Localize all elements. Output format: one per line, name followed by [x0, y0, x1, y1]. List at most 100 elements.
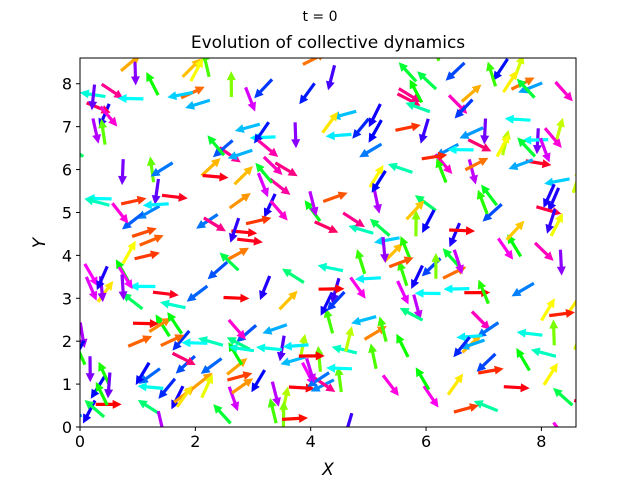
velocity-arrow	[460, 84, 482, 103]
velocity-arrow	[263, 193, 277, 218]
x-tick-label: 6	[421, 432, 431, 451]
velocity-arrow	[84, 276, 98, 301]
velocity-arrow	[228, 343, 255, 353]
velocity-arrow	[269, 177, 291, 195]
velocity-arrow	[398, 62, 418, 83]
velocity-arrow	[573, 341, 576, 351]
velocity-arrow	[298, 351, 325, 361]
y-axis-ticks: 0 1 2 3 4 5 6 7 8	[62, 75, 80, 437]
velocity-arrow	[321, 111, 338, 134]
velocity-arrow	[171, 385, 185, 410]
velocity-arrow	[381, 374, 399, 396]
velocity-arrow	[348, 224, 374, 235]
velocity-arrow	[142, 200, 169, 210]
velocity-arrow	[186, 284, 209, 302]
velocity-arrow	[417, 71, 438, 91]
velocity-arrow	[412, 294, 423, 320]
velocity-arrow	[446, 373, 464, 396]
velocity-arrow	[554, 117, 565, 144]
velocity-arrow	[274, 161, 298, 177]
velocity-arrow	[436, 58, 441, 62]
velocity-arrow	[545, 208, 557, 234]
velocity-arrow	[325, 131, 352, 141]
velocity-arrow	[158, 377, 177, 399]
velocity-arrow	[146, 156, 156, 183]
velocity-arrow	[282, 268, 305, 284]
velocity-arrow	[257, 139, 279, 157]
velocity-arrow	[167, 312, 183, 335]
chart-title: Evolution of collective dynamics	[191, 33, 465, 53]
velocity-arrow	[305, 357, 316, 384]
velocity-arrow	[227, 386, 240, 412]
velocity-arrow	[314, 345, 324, 372]
velocity-arrow	[396, 333, 410, 358]
axes-frame	[79, 57, 577, 428]
velocity-arrow	[549, 309, 575, 318]
velocity-arrow	[553, 387, 574, 407]
velocity-arrow	[517, 137, 537, 158]
y-tick-label: 8	[62, 75, 72, 94]
velocity-arrow	[227, 318, 246, 340]
x-tick-label: 2	[190, 432, 200, 451]
velocity-arrow	[104, 372, 114, 399]
velocity-arrow	[181, 338, 208, 348]
velocity-arrow	[269, 200, 288, 221]
velocity-arrow	[223, 293, 250, 303]
velocity-arrow	[99, 105, 118, 127]
y-tick-label: 3	[62, 289, 72, 308]
plot-area	[79, 57, 577, 428]
velocity-arrow	[137, 399, 161, 416]
y-tick-label: 6	[62, 161, 72, 180]
x-axis-label: X	[321, 460, 334, 480]
y-tick-label: 2	[62, 332, 72, 351]
velocity-arrow	[399, 236, 412, 261]
velocity-arrow	[267, 398, 278, 424]
velocity-arrow	[459, 126, 484, 139]
velocity-arrow	[132, 319, 159, 329]
velocity-arrow	[282, 413, 308, 423]
velocity-arrow	[259, 275, 272, 301]
velocity-arrow	[198, 336, 224, 347]
velocity-arrow	[476, 352, 497, 372]
velocity-arrow	[152, 289, 179, 299]
velocity-arrow	[502, 70, 518, 93]
velocity-arrow	[323, 308, 335, 334]
velocity-arrow	[391, 426, 395, 427]
velocity-arrow	[486, 61, 498, 87]
velocity-arrow	[454, 98, 474, 119]
velocity-arrow	[233, 166, 253, 186]
velocity-arrow	[314, 220, 339, 233]
velocity-arrow	[504, 114, 531, 124]
velocity-arrow	[326, 363, 353, 373]
velocity-arrow	[150, 161, 174, 177]
velocity-arrow	[476, 321, 500, 338]
velocity-arrow	[349, 276, 366, 299]
velocity-arrow	[185, 98, 211, 110]
velocity-arrow	[256, 172, 269, 198]
velocity-arrow	[302, 58, 323, 66]
velocity-arrow	[111, 202, 129, 224]
velocity-arrow	[355, 249, 367, 275]
velocity-arrow	[516, 348, 531, 372]
velocity-arrow	[363, 326, 387, 341]
velocity-arrow	[368, 164, 384, 188]
velocity-arrow	[135, 361, 151, 385]
velocity-arrow	[279, 400, 289, 427]
velocity-arrow	[503, 383, 530, 393]
velocity-arrow	[538, 137, 551, 163]
velocity-arrow	[422, 385, 439, 408]
velocity-arrow	[467, 138, 492, 152]
velocity-arrow	[388, 256, 414, 269]
velocity-arrow	[88, 84, 98, 111]
velocity-arrow	[320, 291, 334, 316]
velocity-arrow	[202, 172, 229, 182]
velocity-arrow	[414, 288, 441, 298]
velocity-arrow	[442, 248, 462, 269]
velocity-arrow	[161, 192, 188, 202]
velocity-arrow	[134, 250, 160, 261]
velocity-arrow	[80, 152, 85, 158]
velocity-arrow	[270, 381, 281, 407]
velocity-arrow	[308, 190, 319, 217]
velocity-arrow	[172, 329, 191, 351]
